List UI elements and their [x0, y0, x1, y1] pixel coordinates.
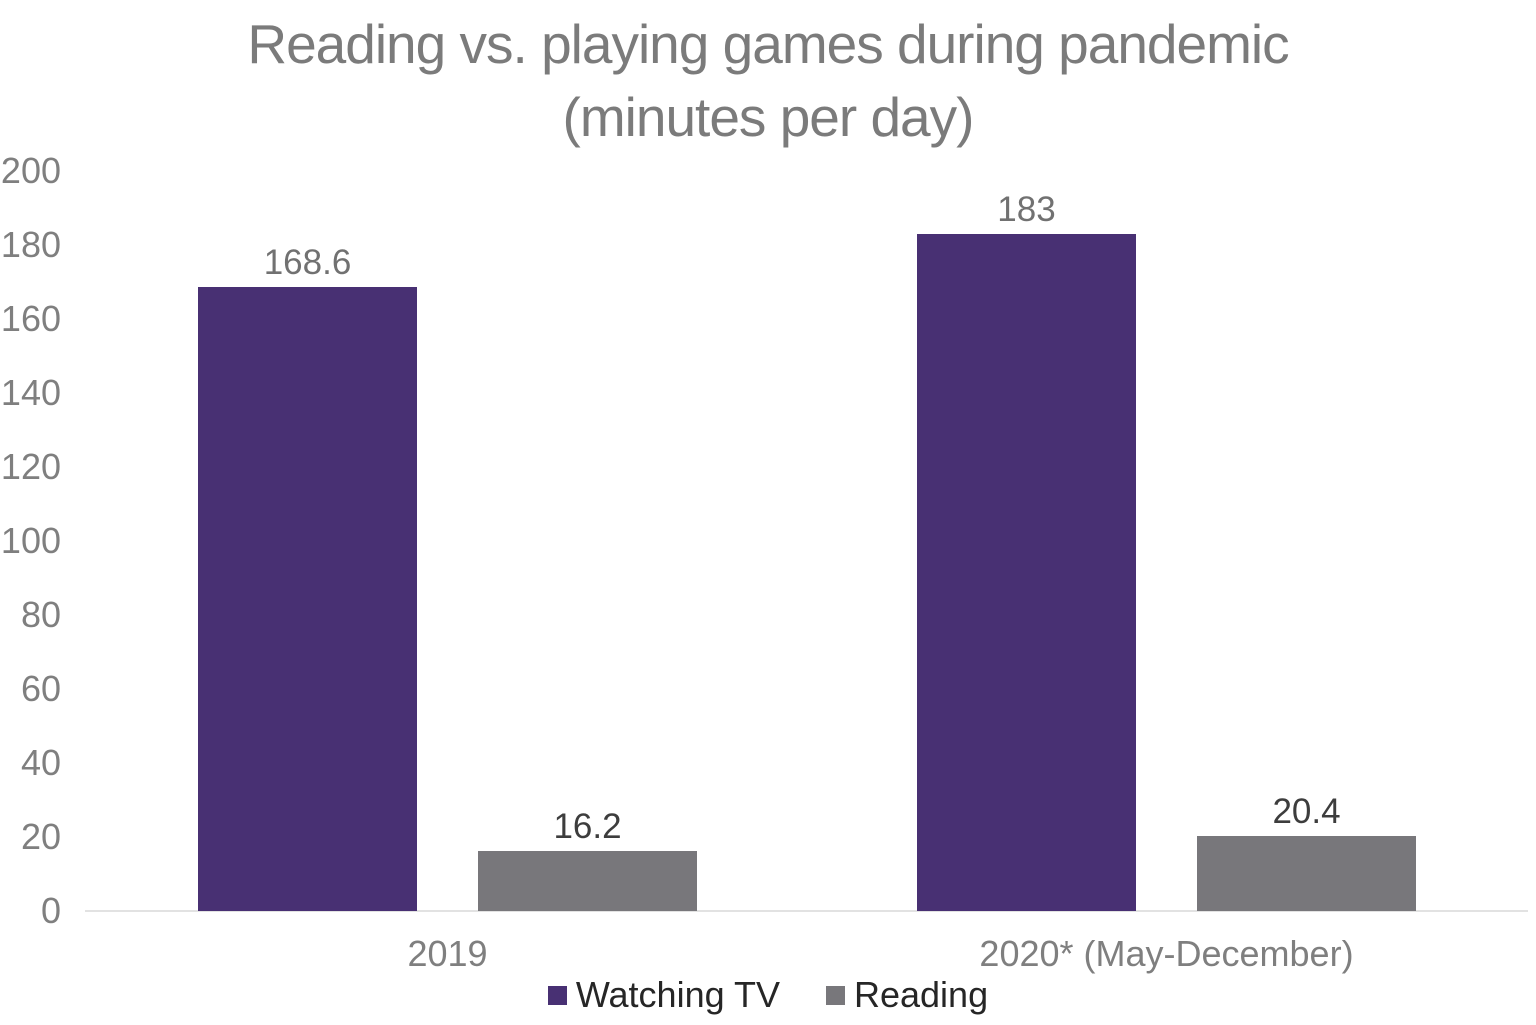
- legend-item-reading: Reading: [825, 974, 989, 1016]
- value-label-reading-2019: 16.2: [553, 807, 622, 847]
- y-tick-label-120: 120: [0, 446, 61, 487]
- legend-swatch-icon: [547, 985, 567, 1005]
- y-tick-label-40: 40: [20, 742, 61, 783]
- x-axis-label-2019: 2019: [407, 933, 488, 974]
- y-tick-label-20: 20: [20, 816, 61, 857]
- legend-swatch-icon: [825, 985, 845, 1005]
- chart-title-line1: Reading vs. playing games during pandemi…: [247, 13, 1289, 75]
- bar-reading-2019: [478, 851, 697, 911]
- y-tick-label-160: 160: [0, 298, 61, 339]
- plot-area: 168.6 183 16.2 20.4: [85, 171, 1528, 912]
- legend-label: Watching TV: [575, 974, 780, 1015]
- legend: Watching TV Reading: [0, 974, 1536, 1016]
- y-tick-label-0: 0: [40, 890, 61, 931]
- bar-watching-tv-2019: [198, 287, 417, 911]
- y-tick-label-60: 60: [20, 668, 61, 709]
- y-tick-label-80: 80: [20, 594, 61, 635]
- y-tick-label-200: 200: [0, 150, 61, 191]
- x-axis-line: [85, 910, 1528, 912]
- chart-title-line2: (minutes per day): [562, 86, 975, 148]
- bar-watching-tv-2020-may-december: [917, 233, 1136, 911]
- legend-label: Reading: [853, 974, 989, 1015]
- chart-title: Reading vs. playing games during pandemi…: [0, 8, 1536, 154]
- legend-item-watching-tv: Watching TV: [547, 974, 780, 1016]
- y-tick-label-140: 140: [0, 372, 61, 413]
- x-axis-label-2020-may-december: 2020* (May-December): [979, 933, 1354, 974]
- bar-reading-2020-may-december: [1197, 835, 1416, 911]
- y-axis: 0 20 40 60 80 100 120 140 160 180 200: [0, 152, 61, 930]
- value-label-watching-tv-2019: 168.6: [263, 243, 352, 283]
- value-label-watching-tv-2020-may-december: 183: [997, 189, 1056, 229]
- y-tick-label-180: 180: [0, 224, 61, 265]
- y-tick-label-100: 100: [0, 520, 61, 561]
- value-label-reading-2020-may-december: 20.4: [1272, 791, 1341, 831]
